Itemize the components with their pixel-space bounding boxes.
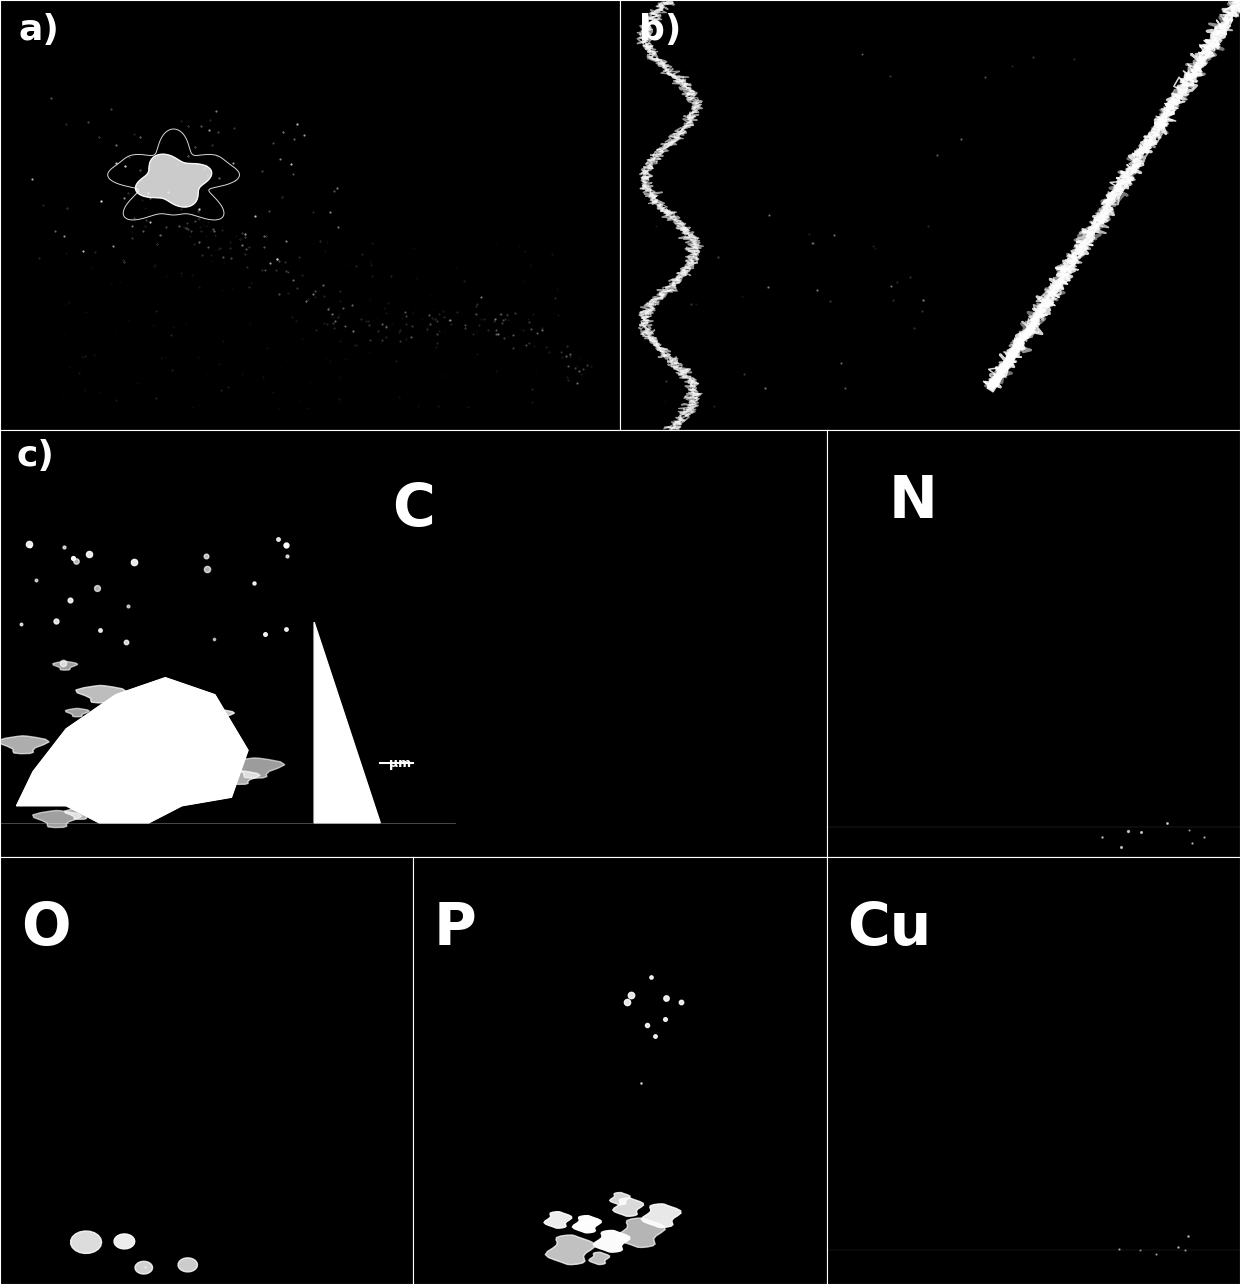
Polygon shape: [114, 1234, 135, 1249]
Polygon shape: [135, 154, 212, 207]
Polygon shape: [218, 763, 234, 768]
Polygon shape: [227, 758, 285, 778]
Polygon shape: [64, 809, 97, 819]
Text: Cu: Cu: [847, 900, 931, 957]
Polygon shape: [82, 723, 138, 742]
Polygon shape: [16, 678, 248, 823]
Polygon shape: [589, 1252, 610, 1265]
Polygon shape: [86, 724, 114, 733]
Polygon shape: [221, 770, 260, 785]
Polygon shape: [613, 1198, 644, 1216]
Polygon shape: [641, 1204, 681, 1228]
Polygon shape: [76, 686, 126, 702]
Polygon shape: [32, 810, 82, 828]
Polygon shape: [594, 1230, 630, 1252]
Text: N: N: [889, 473, 937, 530]
Polygon shape: [616, 1219, 665, 1248]
Polygon shape: [179, 1258, 197, 1272]
Polygon shape: [206, 710, 234, 720]
Text: μm: μm: [388, 756, 410, 769]
Polygon shape: [151, 755, 172, 763]
Polygon shape: [544, 1212, 572, 1229]
Text: b): b): [639, 13, 681, 48]
Polygon shape: [118, 709, 146, 718]
Text: C: C: [392, 482, 435, 538]
Polygon shape: [164, 725, 184, 732]
Text: P: P: [434, 900, 476, 957]
Polygon shape: [0, 736, 50, 754]
Text: a): a): [19, 13, 60, 48]
Text: c): c): [16, 439, 55, 473]
Polygon shape: [610, 1193, 630, 1204]
Polygon shape: [118, 692, 174, 711]
Polygon shape: [546, 1235, 595, 1265]
Polygon shape: [66, 709, 89, 716]
Polygon shape: [155, 755, 198, 770]
Polygon shape: [71, 1231, 102, 1253]
Polygon shape: [52, 661, 78, 670]
Polygon shape: [314, 623, 381, 823]
Polygon shape: [131, 797, 148, 802]
Polygon shape: [573, 1216, 601, 1233]
Polygon shape: [135, 1261, 153, 1274]
Polygon shape: [129, 742, 160, 754]
Polygon shape: [150, 698, 196, 715]
Text: O: O: [21, 900, 71, 957]
